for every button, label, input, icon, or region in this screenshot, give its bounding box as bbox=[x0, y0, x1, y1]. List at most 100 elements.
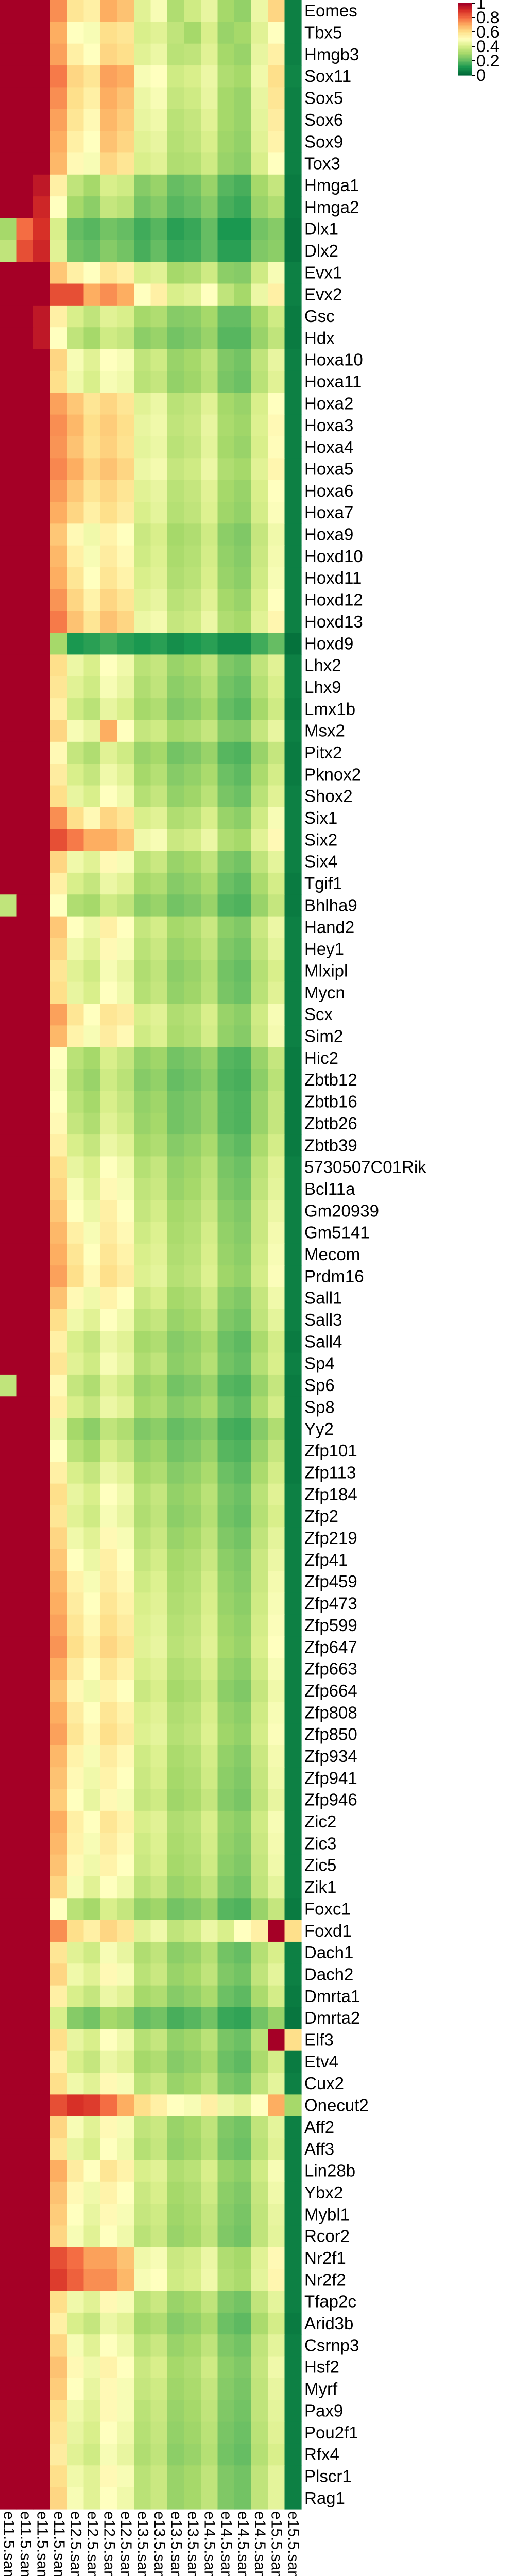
legend-color-step bbox=[458, 16, 472, 18]
heatmap-cell bbox=[16, 1178, 34, 1200]
heatmap-cell bbox=[201, 2160, 218, 2182]
heatmap-cell bbox=[217, 1222, 235, 1244]
heatmap-cell bbox=[251, 2029, 268, 2052]
heatmap-cell bbox=[83, 1418, 101, 1440]
heatmap-cell bbox=[251, 1004, 268, 1026]
heatmap-cell bbox=[67, 2312, 84, 2335]
heatmap-cell bbox=[100, 764, 118, 786]
heatmap-cell bbox=[50, 1920, 67, 1942]
heatmap-cell bbox=[0, 262, 18, 284]
heatmap-cell bbox=[201, 436, 218, 459]
heatmap-cell bbox=[234, 1222, 252, 1244]
row-label: Msx2 bbox=[304, 721, 345, 740]
heatmap-cell bbox=[0, 1723, 18, 1746]
legend-color-step bbox=[458, 6, 472, 8]
heatmap-cell bbox=[251, 2312, 268, 2335]
row-label: Zfp941 bbox=[304, 1768, 357, 1787]
heatmap-cell bbox=[201, 393, 218, 415]
heatmap-cell bbox=[67, 1614, 84, 1637]
heatmap-cell bbox=[217, 807, 235, 829]
heatmap-cell bbox=[67, 1920, 84, 1942]
heatmap-cell bbox=[50, 894, 67, 917]
heatmap-cell bbox=[16, 1352, 34, 1375]
heatmap-cell bbox=[150, 2356, 168, 2379]
heatmap-cell bbox=[150, 1505, 168, 1528]
heatmap-cell bbox=[33, 1091, 51, 1113]
heatmap-cell bbox=[234, 1025, 252, 1048]
heatmap-cell bbox=[251, 1200, 268, 1223]
heatmap-cell bbox=[83, 676, 101, 699]
heatmap-cell bbox=[167, 1025, 185, 1048]
heatmap-cell bbox=[167, 654, 185, 677]
heatmap-cell bbox=[184, 1352, 201, 1375]
heatmap-cell bbox=[117, 1243, 134, 1266]
heatmap-cell bbox=[234, 2094, 252, 2117]
heatmap-cell bbox=[67, 1004, 84, 1026]
heatmap-cell bbox=[16, 1854, 34, 1877]
heatmap-cell bbox=[201, 1571, 218, 1593]
heatmap-cell bbox=[134, 654, 151, 677]
heatmap-cell bbox=[201, 1462, 218, 1484]
heatmap-cell bbox=[100, 2443, 118, 2466]
heatmap-cell bbox=[150, 2247, 168, 2269]
heatmap-cell bbox=[50, 1243, 67, 1266]
heatmap-cell bbox=[16, 2421, 34, 2444]
heatmap-cell bbox=[16, 1134, 34, 1157]
heatmap-cell bbox=[117, 1156, 134, 1179]
heatmap-cell bbox=[201, 589, 218, 612]
heatmap-cell bbox=[117, 1854, 134, 1877]
heatmap-cell bbox=[67, 2334, 84, 2357]
heatmap-cell bbox=[201, 414, 218, 437]
heatmap-cell bbox=[67, 1069, 84, 1091]
heatmap-cell bbox=[50, 1833, 67, 1855]
heatmap-cell bbox=[117, 2029, 134, 2052]
heatmap-cell bbox=[251, 131, 268, 154]
heatmap-cell bbox=[150, 523, 168, 546]
heatmap-cell bbox=[234, 1069, 252, 1091]
heatmap-cell bbox=[284, 1658, 302, 1681]
heatmap-cell bbox=[0, 1439, 18, 1462]
heatmap-cell bbox=[201, 2269, 218, 2292]
heatmap-cell bbox=[201, 1876, 218, 1899]
heatmap-cell bbox=[16, 2269, 34, 2292]
heatmap-cell bbox=[251, 436, 268, 459]
heatmap-cell bbox=[184, 1004, 201, 1026]
heatmap-cell bbox=[0, 152, 18, 175]
heatmap-cell bbox=[150, 960, 168, 982]
heatmap-cell bbox=[67, 1462, 84, 1484]
heatmap-cell bbox=[217, 720, 235, 742]
heatmap-cell bbox=[217, 43, 235, 66]
heatmap-cell bbox=[134, 589, 151, 612]
heatmap-cell bbox=[268, 1222, 285, 1244]
heatmap-cell bbox=[284, 305, 302, 328]
heatmap-cell bbox=[150, 567, 168, 589]
heatmap-cell bbox=[234, 785, 252, 808]
heatmap-cell bbox=[217, 1571, 235, 1593]
heatmap-cell bbox=[134, 872, 151, 895]
heatmap-cell bbox=[100, 1309, 118, 1331]
heatmap-cell bbox=[234, 698, 252, 721]
heatmap-cell bbox=[251, 2073, 268, 2095]
heatmap-cell bbox=[184, 1963, 201, 1986]
heatmap-cell bbox=[150, 2204, 168, 2226]
heatmap-cell bbox=[100, 633, 118, 655]
row-label: Cux2 bbox=[304, 2074, 344, 2093]
heatmap-cell bbox=[268, 22, 285, 44]
heatmap-cell bbox=[251, 1309, 268, 1331]
heatmap-cell bbox=[150, 349, 168, 371]
heatmap-cell bbox=[268, 65, 285, 88]
heatmap-cell bbox=[217, 2400, 235, 2422]
heatmap-cell bbox=[33, 1527, 51, 1550]
heatmap-cell bbox=[83, 960, 101, 982]
row-label: Tox3 bbox=[304, 154, 340, 173]
heatmap-cell bbox=[16, 174, 34, 197]
heatmap-cell bbox=[201, 1810, 218, 1833]
heatmap-cell bbox=[134, 611, 151, 633]
heatmap-cell bbox=[100, 720, 118, 742]
heatmap-cell bbox=[268, 2487, 285, 2510]
heatmap-cell bbox=[83, 2291, 101, 2313]
row-label: Dmrta1 bbox=[304, 1987, 360, 2006]
heatmap-cell bbox=[33, 1352, 51, 1375]
heatmap-cell bbox=[16, 633, 34, 655]
heatmap-cell bbox=[83, 152, 101, 175]
